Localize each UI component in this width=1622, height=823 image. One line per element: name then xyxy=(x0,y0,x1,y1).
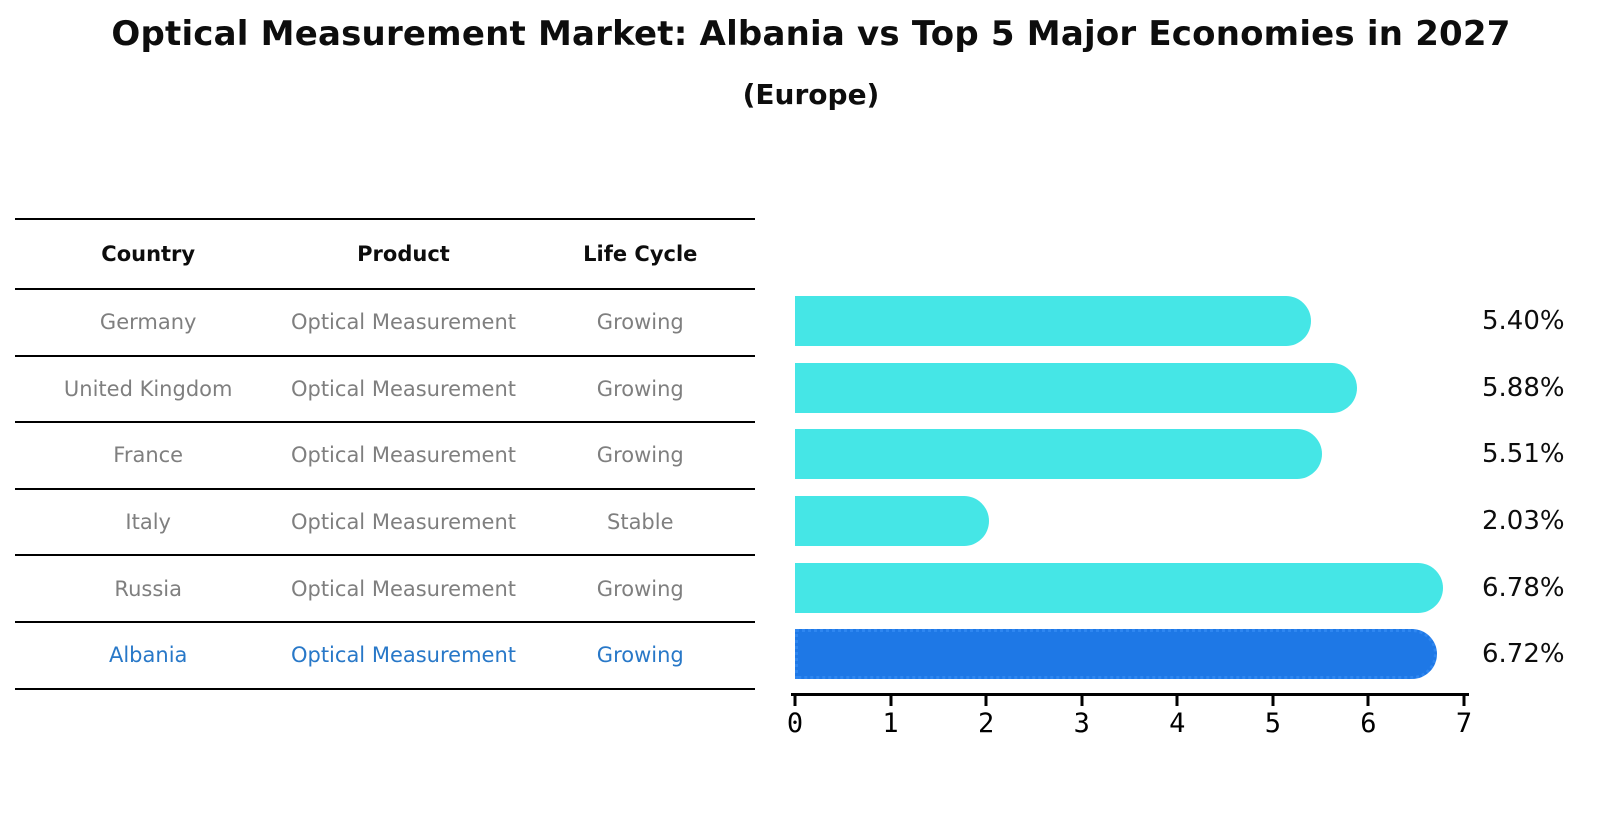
table-cell-product: Optical Measurement xyxy=(290,310,516,335)
table-row: Russia Optical Measurement Growing xyxy=(15,556,755,623)
page-subtitle: (Europe) xyxy=(742,78,880,111)
table-cell-country: Albania xyxy=(108,643,188,668)
tick-label: 5 xyxy=(1264,708,1281,739)
x-axis: 0 1 2 3 4 5 6 7 xyxy=(787,693,1472,748)
bar-value-label: 6.78% xyxy=(1482,572,1565,603)
page-title: Optical Measurement Market: Albania vs T… xyxy=(111,14,1511,54)
bar xyxy=(795,429,1322,480)
bar xyxy=(795,562,1443,613)
tick-label: 2 xyxy=(978,708,995,739)
chart-row: 6.72% xyxy=(795,621,1565,688)
table-cell-product: Optical Measurement xyxy=(290,643,516,668)
table-cell-country: Germany xyxy=(99,310,197,335)
country-table: Country Product Life Cycle Germany Optic… xyxy=(15,218,755,690)
table-header-country: Country xyxy=(101,242,196,266)
table-cell-lifecycle: Stable xyxy=(607,510,674,535)
table-header-row: Country Product Life Cycle xyxy=(15,220,755,290)
bar-value-label: 5.40% xyxy=(1482,306,1565,337)
tick-label: 6 xyxy=(1360,708,1377,739)
table-cell-product: Optical Measurement xyxy=(290,576,516,601)
chart-row: 2.03% xyxy=(795,488,1565,555)
tick-label: 3 xyxy=(1073,708,1090,739)
table-row: Germany Optical Measurement Growing xyxy=(15,290,755,357)
table-header-lifecycle: Life Cycle xyxy=(583,242,698,266)
table-cell-product: Optical Measurement xyxy=(290,510,516,535)
table-body: Germany Optical Measurement Growing Unit… xyxy=(15,290,755,690)
table-cell-country: Italy xyxy=(125,510,171,535)
tick-mark xyxy=(1080,696,1084,706)
table-cell-product: Optical Measurement xyxy=(290,443,516,468)
chart-row: 5.40% xyxy=(795,288,1565,355)
table-row: Italy Optical Measurement Stable xyxy=(15,490,755,557)
table-cell-product: Optical Measurement xyxy=(290,376,516,401)
table-row: Albania Optical Measurement Growing xyxy=(15,623,755,690)
table-cell-country: Russia xyxy=(114,576,182,601)
bar-value-label: 2.03% xyxy=(1482,506,1565,537)
table-cell-country: France xyxy=(113,443,184,468)
tick-mark xyxy=(793,696,797,706)
tick-mark xyxy=(1366,696,1370,706)
bar xyxy=(795,296,1312,347)
tick-label: 0 xyxy=(786,708,804,739)
bar-value-label: 5.88% xyxy=(1482,372,1565,403)
bar xyxy=(795,496,989,547)
table-cell-lifecycle: Growing xyxy=(596,376,684,401)
table-cell-country: United Kingdom xyxy=(63,376,233,401)
tick-mark xyxy=(889,696,893,706)
bar-value-label: 5.51% xyxy=(1482,439,1565,470)
chart-row: 5.51% xyxy=(795,421,1565,488)
table-header-product: Product xyxy=(357,242,450,266)
table-cell-lifecycle: Growing xyxy=(596,443,684,468)
bar xyxy=(795,629,1438,680)
tick-label: 7 xyxy=(1455,708,1473,739)
table-cell-lifecycle: Growing xyxy=(596,576,684,601)
chart-row: 6.78% xyxy=(795,554,1565,621)
table-cell-lifecycle: Growing xyxy=(596,310,684,335)
table-row: France Optical Measurement Growing xyxy=(15,423,755,490)
bar-chart: 5.40% 5.88% 5.51% 2.03% 6.78% 6.72% xyxy=(795,288,1565,688)
tick-mark xyxy=(1271,696,1275,706)
bar-value-label: 6.72% xyxy=(1482,639,1565,670)
tick-mark xyxy=(984,696,988,706)
table-cell-lifecycle: Growing xyxy=(596,643,684,668)
chart-row: 5.88% xyxy=(795,355,1565,422)
tick-mark xyxy=(1462,696,1466,706)
tick-mark xyxy=(1175,696,1179,706)
x-axis-line xyxy=(791,693,1469,696)
table-row: United Kingdom Optical Measurement Growi… xyxy=(15,357,755,424)
tick-label: 1 xyxy=(882,708,899,739)
bar xyxy=(795,362,1357,413)
tick-label: 4 xyxy=(1169,708,1186,739)
